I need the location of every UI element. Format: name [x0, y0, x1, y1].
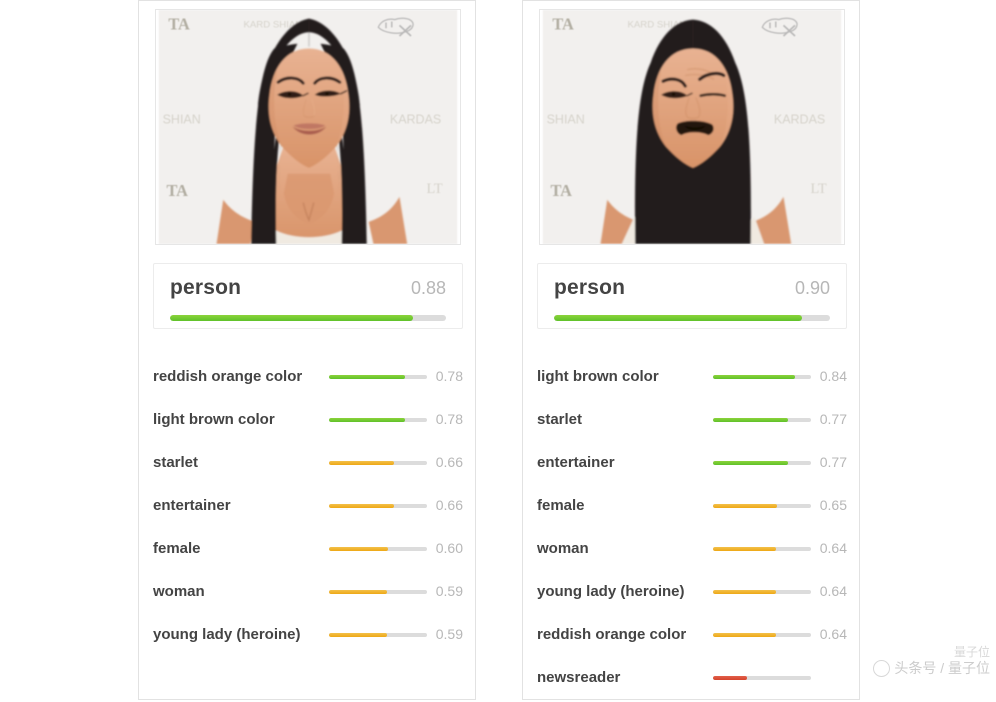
svg-text:TA: TA — [550, 181, 572, 200]
svg-text:SHIAN: SHIAN — [163, 113, 201, 127]
svg-text:LT: LT — [810, 181, 826, 197]
svg-text:LT: LT — [426, 181, 442, 197]
svg-text:KARDAS: KARDAS — [390, 113, 441, 127]
svg-text:SHIAN: SHIAN — [547, 113, 585, 127]
svg-text:TA: TA — [552, 14, 574, 33]
svg-text:KARDAS: KARDAS — [774, 113, 825, 127]
svg-text:TA: TA — [166, 181, 188, 200]
svg-text:TA: TA — [168, 14, 190, 33]
